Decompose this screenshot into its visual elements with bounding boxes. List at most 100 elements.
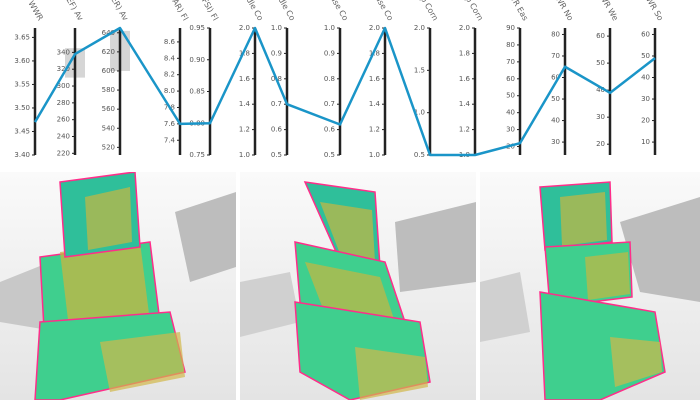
tick-label: 60 — [641, 30, 650, 38]
tick-label: 600 — [102, 67, 115, 75]
tick-label: 70 — [506, 58, 515, 66]
tick-label: 240 — [57, 132, 70, 140]
tick-label: 2.0 — [239, 24, 250, 32]
tick-label: 0.9 — [271, 49, 282, 57]
tick-label: 50 — [596, 59, 605, 67]
tick-label: 30 — [506, 126, 515, 134]
axis-label: Middle Co — [237, 0, 265, 22]
tick-label: 3.55 — [14, 80, 30, 88]
tick-label: 560 — [102, 105, 115, 113]
tick-label: 1.4 — [369, 100, 381, 108]
tick-label: 50 — [551, 95, 560, 103]
tick-label: 3.40 — [14, 151, 30, 159]
tick-label: 1.0 — [369, 151, 380, 159]
rendering-3 — [480, 172, 700, 400]
axis-label: Top Corn — [414, 0, 440, 22]
axis-label: (AER) Av — [105, 0, 130, 22]
tick-label: 1.6 — [239, 75, 251, 83]
tick-label: 1.6 — [369, 75, 381, 83]
tick-label: 580 — [102, 86, 115, 94]
tick-label: 220 — [57, 149, 70, 157]
tick-label: 0.7 — [271, 100, 282, 108]
tick-label: 8.2 — [164, 71, 175, 79]
tick-label: 0.8 — [324, 75, 335, 83]
tick-label: 1.0 — [239, 151, 250, 159]
tick-label: 2.0 — [414, 24, 425, 32]
tick-label: 30 — [596, 113, 605, 121]
series-line — [33, 26, 656, 157]
tick-label: 0.7 — [324, 100, 335, 108]
tick-label: 320 — [57, 65, 70, 73]
tick-label: 340 — [57, 48, 70, 56]
tick-label: 40 — [596, 86, 605, 94]
axis-label: WWR So — [640, 0, 665, 22]
tick-label: 0.9 — [324, 49, 335, 57]
tick-label: 300 — [57, 82, 70, 90]
tick-label: 620 — [102, 48, 115, 56]
tick-label: 0.95 — [189, 24, 205, 32]
tick-label: 30 — [551, 138, 560, 146]
axis-label: (FAR) Fl — [167, 0, 190, 22]
tick-label: 540 — [102, 124, 115, 132]
tick-label: 8.0 — [164, 87, 175, 95]
tick-label: 30 — [641, 95, 650, 103]
tick-label: 1.8 — [459, 49, 470, 57]
axis-label: Middle Co — [269, 0, 297, 22]
axis-label: Base Co — [326, 0, 350, 22]
tick-label: 1.2 — [239, 126, 250, 134]
tick-label: 1.5 — [414, 66, 425, 74]
axis-label: (AEF) Av — [60, 0, 85, 22]
tick-label: 40 — [641, 74, 650, 82]
tick-label: 640 — [102, 29, 115, 37]
tick-label: 90 — [506, 24, 515, 32]
tick-label: 60 — [551, 74, 560, 82]
axis-label: WWR No — [550, 0, 575, 22]
tick-label: 10 — [641, 138, 650, 146]
tick-label: 260 — [57, 116, 70, 124]
tick-label: 50 — [506, 92, 515, 100]
tick-label: 1.4 — [239, 100, 251, 108]
rendering-1 — [0, 172, 236, 400]
axis-label: WWR Eas — [503, 0, 530, 22]
tick-label: 1.2 — [369, 126, 380, 134]
tick-label: 8.4 — [164, 54, 176, 62]
parallel-chart: WWR 3.40 3.45 3.50 3.55 3.60 3.65 (AEF) Av 220 24… — [14, 0, 665, 159]
tick-label: 0.5 — [324, 151, 335, 159]
tick-label: 40 — [506, 109, 515, 117]
axis-label: WWR We — [594, 0, 620, 22]
tick-label: 1.0 — [324, 24, 335, 32]
tick-label: 1.0 — [414, 109, 425, 117]
tick-label: 3.50 — [14, 104, 30, 112]
tick-label: 1.6 — [459, 75, 471, 83]
tick-label: 20 — [596, 140, 605, 148]
tick-label: 0.75 — [189, 151, 205, 159]
tick-label: 80 — [506, 41, 515, 49]
tick-label: 80 — [551, 30, 560, 38]
tick-label: 0.6 — [324, 126, 336, 134]
axis-label: Base Co — [371, 0, 395, 22]
axis-label: Top Corn — [459, 0, 485, 22]
tick-label: 20 — [641, 117, 650, 125]
tick-label: 2.0 — [459, 24, 470, 32]
tick-label: 60 — [506, 75, 515, 83]
tick-label: 0.85 — [189, 88, 205, 96]
tick-label: 8.6 — [164, 38, 176, 46]
tick-label: 60 — [596, 32, 605, 40]
tick-label: 7.6 — [164, 120, 176, 128]
tick-label: 3.60 — [14, 57, 30, 65]
tick-label: 0.5 — [271, 151, 282, 159]
tick-label: 3.45 — [14, 127, 30, 135]
tick-label: 1.2 — [459, 126, 470, 134]
tick-label: 1.8 — [239, 49, 250, 57]
tick-label: 50 — [641, 52, 650, 60]
tick-label: 280 — [57, 99, 70, 107]
tick-label: 1.4 — [459, 100, 471, 108]
renderings — [0, 172, 700, 400]
tick-label: 70 — [551, 52, 560, 60]
tick-label: 0.6 — [271, 126, 283, 134]
axis-label: (FSI) Fl — [198, 0, 220, 22]
tick-label: 2.0 — [369, 24, 380, 32]
tick-label: 0.5 — [414, 151, 425, 159]
tick-label: 520 — [102, 143, 115, 151]
